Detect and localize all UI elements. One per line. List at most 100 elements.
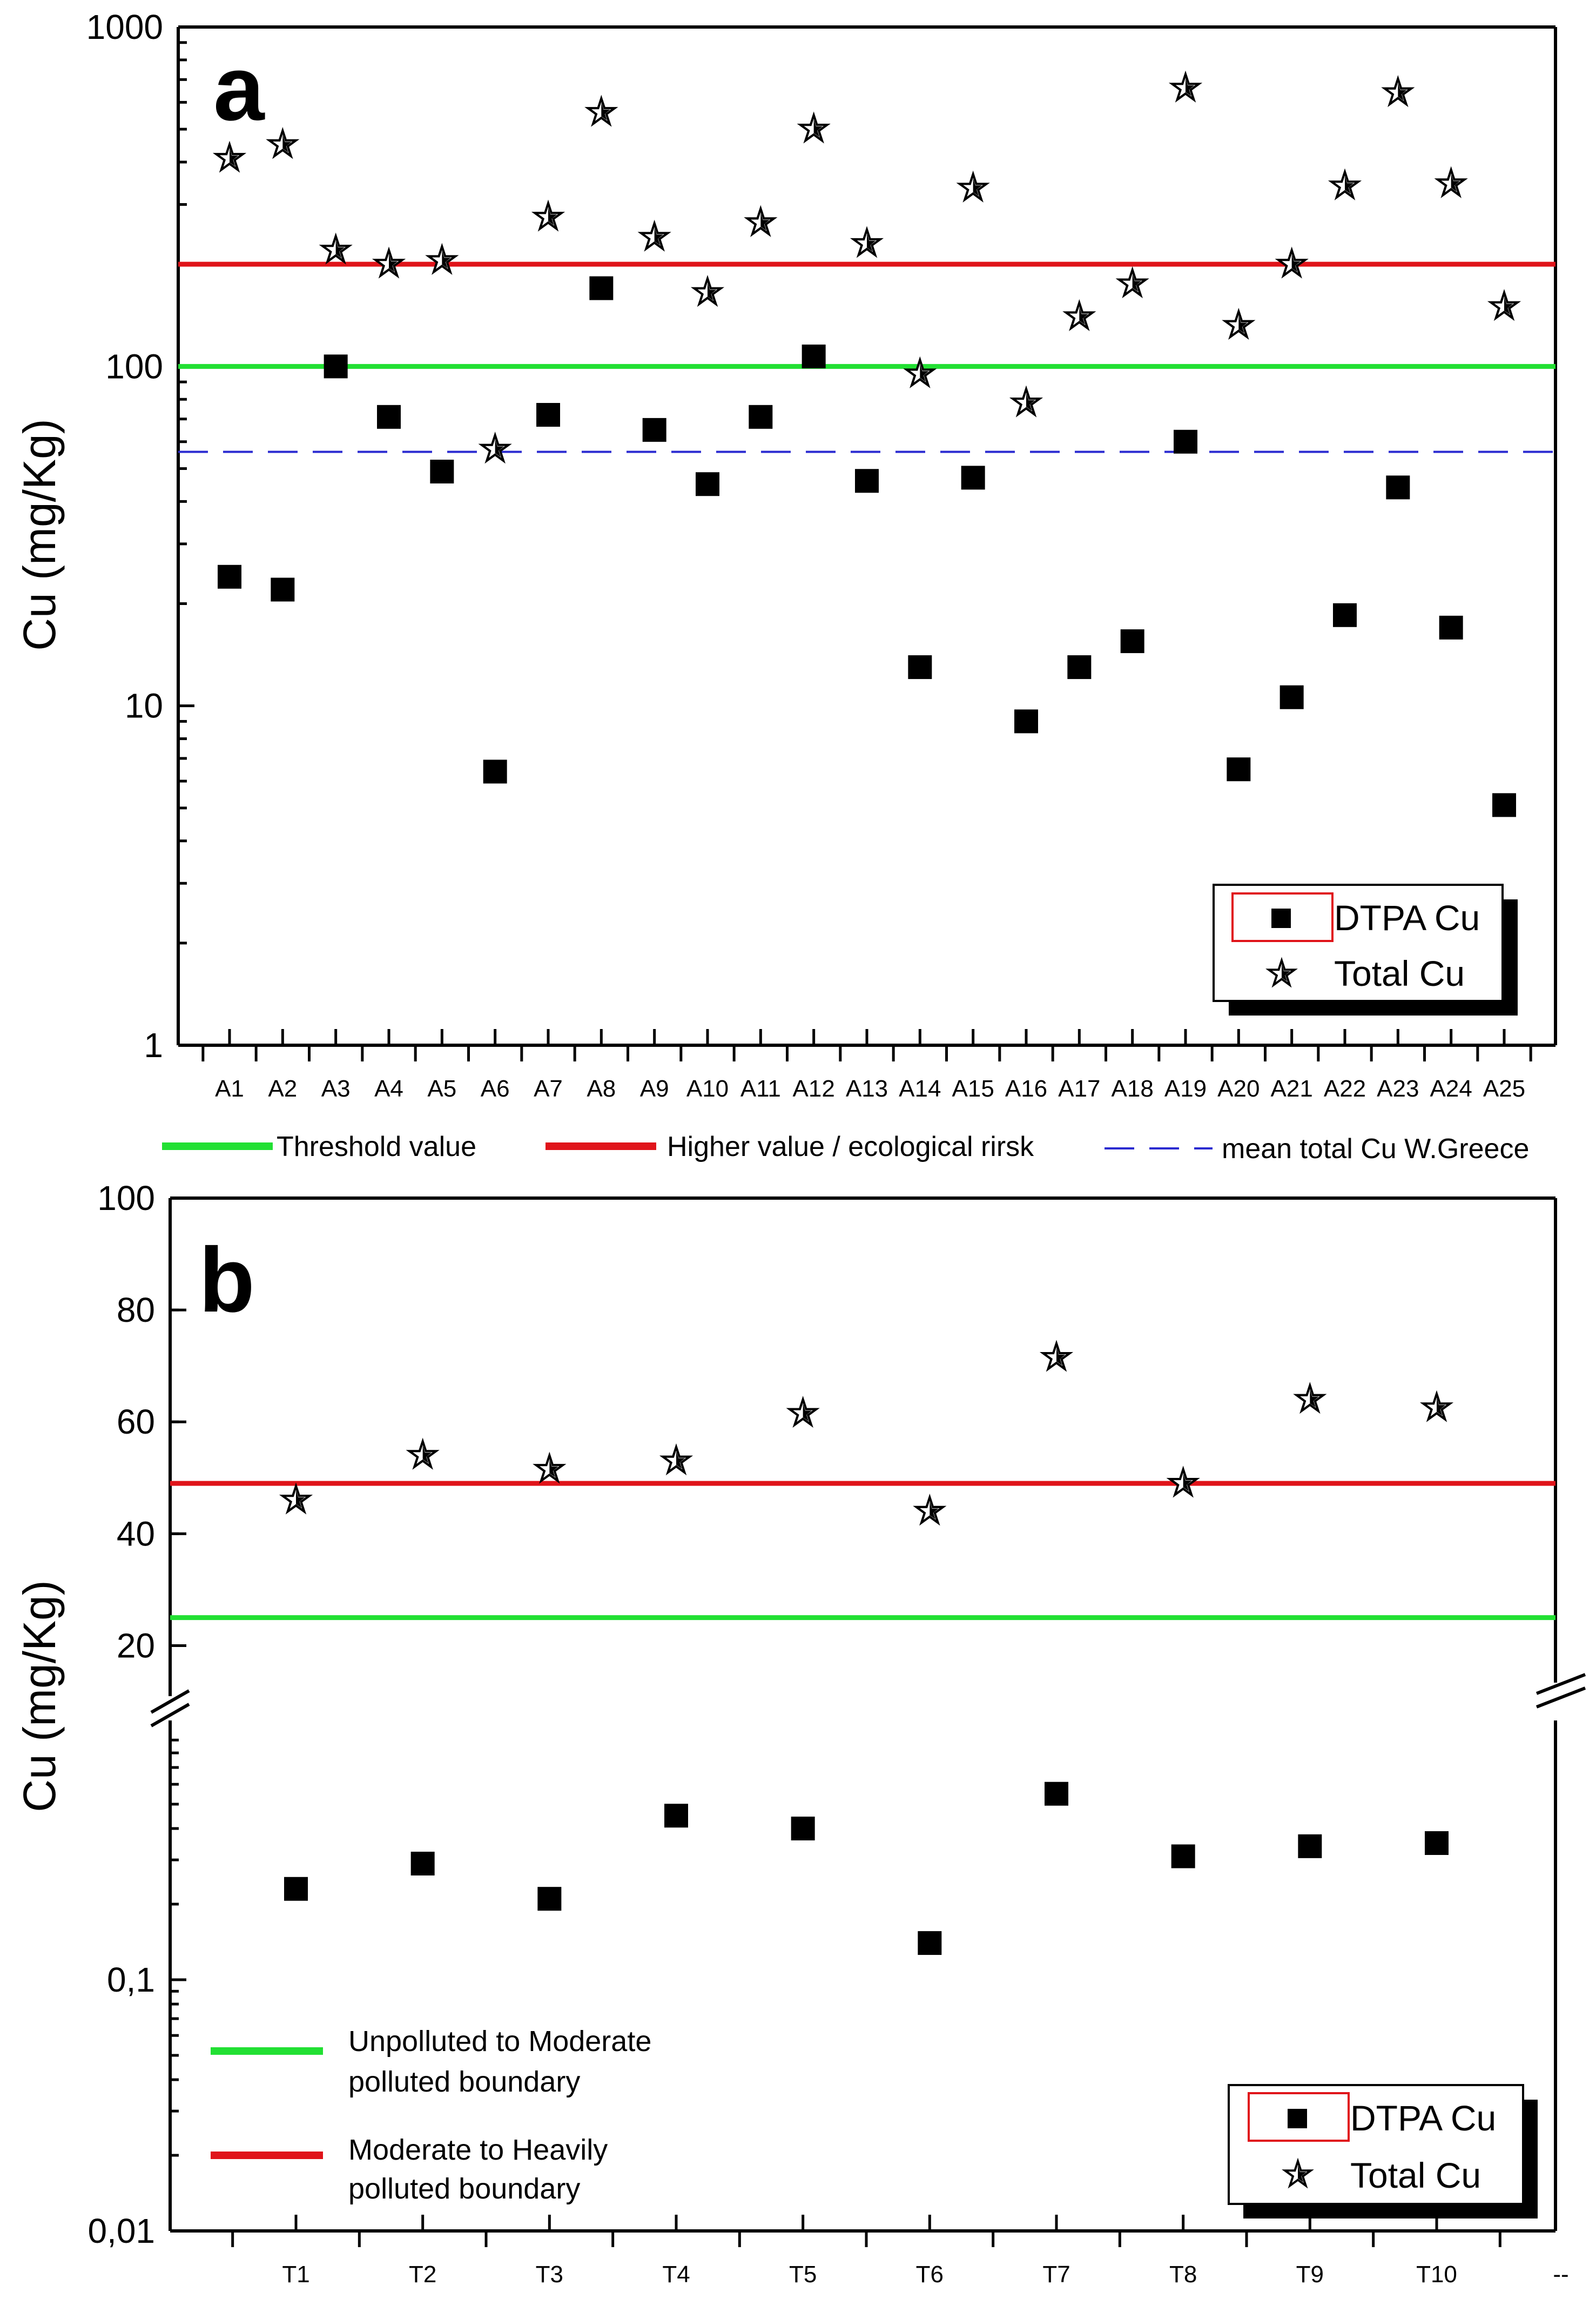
unpolluted-boundary-label-1: Unpolluted to Moderate	[348, 2025, 651, 2058]
dtpa-cu-point	[483, 759, 507, 784]
x-tick-label: A20	[1217, 1075, 1260, 1102]
x-tick-label: A16	[1005, 1075, 1047, 1102]
threshold-legend-label: Threshold value	[277, 1131, 476, 1162]
total-cu-point	[535, 203, 561, 228]
total-cu-point	[800, 115, 827, 140]
dtpa-cu-point	[1280, 685, 1304, 709]
unpolluted-boundary-label-2: polluted boundary	[348, 2066, 580, 2098]
x-tick-label: T10	[1416, 2261, 1457, 2288]
dtpa-cu-point	[1227, 757, 1251, 782]
x-tick-label: A11	[740, 1075, 781, 1102]
x-tick-label: A8	[587, 1075, 616, 1102]
panel-a-reference-lines	[178, 261, 1555, 453]
y-tick-label: 10	[125, 687, 163, 725]
dtpa-cu-point	[1492, 793, 1516, 817]
panel-a-reference-legend: Threshold value Higher value / ecologica…	[162, 1131, 1529, 1165]
total-cu-point	[748, 209, 774, 234]
dtpa-cu-point	[589, 276, 614, 300]
x-extra-tick-label: --	[1553, 2261, 1568, 2288]
x-tick-label: A18	[1112, 1075, 1154, 1102]
y-tick-label: 1000	[86, 8, 163, 46]
x-tick-label: T9	[1296, 2261, 1324, 2288]
x-tick-label: A9	[640, 1075, 669, 1102]
dtpa-cu-point	[410, 1851, 435, 1875]
dtpa-cu-point	[1439, 615, 1463, 640]
panel-a-legend-square-marker	[1271, 909, 1291, 928]
y-tick-label: 0,1	[107, 1960, 155, 1999]
y-tick-label: 0,01	[87, 2211, 155, 2250]
panel-b-points	[282, 1343, 1450, 1955]
dtpa-cu-point	[1333, 603, 1357, 627]
x-tick-label: A1	[215, 1075, 244, 1102]
panel-b-legend-box	[1228, 2084, 1524, 2205]
panel-a-x-ticks: A1 A2 A3 A4 A5 A6 A7 A8 A9 A10 A11 A12 A13 A14 A15 A16 A…	[201, 1029, 1532, 1102]
dtpa-cu-point	[696, 472, 719, 496]
panel-b-legend-total: Total Cu	[1350, 2155, 1481, 2195]
panel-a-y-axis-label: Cu (mg/Kg)	[14, 419, 65, 650]
total-cu-point	[588, 98, 615, 124]
dtpa-cu-point	[802, 344, 826, 368]
dtpa-cu-point	[1014, 709, 1038, 734]
dtpa-cu-point	[961, 466, 985, 490]
panel-a-legend-box	[1213, 884, 1504, 1002]
x-tick-label: A7	[534, 1075, 563, 1102]
panel-a-y-ticks: 1 10 100 1000	[86, 8, 194, 1065]
panel-b-y-ticks: 20 40 60 80 100 0,01 0,1	[87, 1179, 186, 2250]
dtpa-cu-point	[271, 577, 295, 602]
x-tick-label: T1	[282, 2261, 309, 2288]
x-tick-label: A23	[1377, 1075, 1419, 1102]
total-cu-point	[907, 360, 933, 385]
right-axis-break-mark-2	[1536, 1686, 1586, 1709]
total-cu-point	[1170, 1469, 1196, 1495]
x-tick-label: A12	[793, 1075, 835, 1102]
total-cu-point	[375, 250, 402, 275]
total-cu-point	[1119, 270, 1146, 295]
total-cu-point	[790, 1400, 816, 1425]
dtpa-cu-point	[1171, 1844, 1195, 1868]
y-tick-label: 20	[117, 1626, 155, 1665]
total-cu-point	[216, 144, 243, 170]
total-cu-point	[1438, 170, 1464, 195]
x-tick-label: A2	[268, 1075, 297, 1102]
total-cu-point	[853, 230, 880, 255]
total-cu-point	[482, 435, 508, 461]
left-axis-break-mark-1	[150, 1689, 190, 1714]
total-cu-point	[1385, 79, 1411, 104]
dtpa-cu-point	[855, 469, 879, 493]
panel-b-reference-lines	[170, 1481, 1555, 1621]
total-cu-point	[409, 1441, 436, 1467]
dtpa-cu-point	[1386, 475, 1410, 500]
dtpa-cu-point	[664, 1804, 688, 1828]
total-cu-point	[1278, 250, 1305, 275]
panel-a-legend-highlight	[1231, 892, 1334, 942]
dtpa-cu-point	[430, 459, 454, 483]
dtpa-cu-point	[749, 405, 773, 429]
x-tick-label: A13	[846, 1075, 888, 1102]
panel-b-boundary-legend: Unpolluted to Moderate polluted boundary…	[211, 2025, 651, 2205]
x-tick-label: A17	[1058, 1075, 1100, 1102]
dtpa-cu-point	[918, 1931, 942, 1955]
total-cu-point	[429, 246, 455, 272]
total-cu-point	[1423, 1394, 1450, 1419]
x-tick-label: T6	[916, 2261, 944, 2288]
dtpa-cu-point	[284, 1877, 308, 1901]
panel-b-x-ticks: T1 T2 T3 T4 T5 T6 T7 T8 T9 T10 --	[231, 2215, 1569, 2288]
y-tick-label: 100	[97, 1179, 155, 1218]
x-tick-label: A3	[321, 1075, 351, 1102]
x-tick-label: A25	[1483, 1075, 1525, 1102]
dtpa-cu-point	[1425, 1831, 1449, 1855]
dtpa-cu-point	[537, 1887, 562, 1911]
x-tick-label: T5	[789, 2261, 817, 2288]
x-tick-label: A5	[427, 1075, 456, 1102]
x-tick-label: A14	[899, 1075, 941, 1102]
y-tick-label: 40	[117, 1514, 155, 1553]
y-tick-label: 60	[117, 1402, 155, 1441]
heavily-boundary-label-2: polluted boundary	[348, 2173, 580, 2205]
dtpa-cu-point	[1174, 429, 1197, 454]
x-tick-label: A24	[1430, 1075, 1472, 1102]
x-tick-label: T7	[1042, 2261, 1070, 2288]
total-cu-point	[1172, 74, 1198, 99]
total-cu-point	[1491, 293, 1517, 318]
